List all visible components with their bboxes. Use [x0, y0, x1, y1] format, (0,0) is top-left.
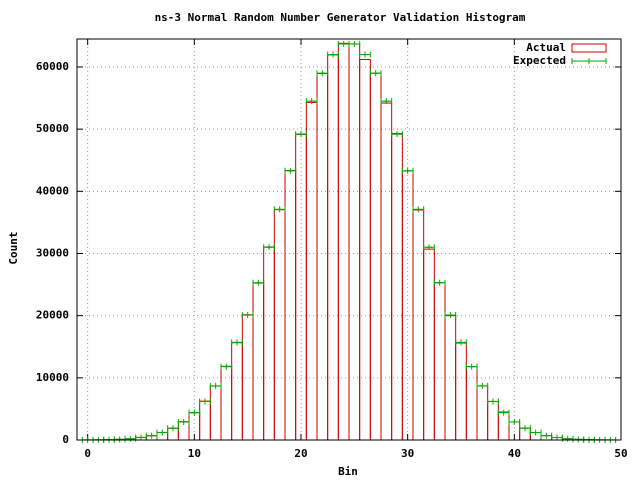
bar — [209, 385, 222, 441]
expected-point — [572, 436, 585, 443]
legend-label: Expected — [513, 54, 566, 67]
expected-point — [156, 429, 169, 436]
x-tick-label: 50 — [614, 447, 627, 460]
bar — [220, 365, 233, 441]
expected-point — [295, 131, 307, 138]
expected-point — [284, 167, 297, 174]
bar — [241, 314, 254, 441]
expected-point — [519, 425, 531, 432]
expected-point — [337, 40, 350, 47]
expected-point — [263, 244, 275, 251]
expected-point — [391, 131, 403, 138]
y-tick-label: 60000 — [36, 60, 69, 73]
bar — [199, 400, 211, 441]
y-tick-label: 0 — [62, 433, 69, 446]
bar — [359, 59, 371, 441]
bar — [369, 72, 382, 441]
x-axis-label: Bin — [338, 465, 358, 478]
expected-point — [455, 339, 467, 346]
expected-point — [401, 167, 414, 174]
bar — [380, 102, 393, 441]
bar — [455, 342, 467, 441]
expected-point — [497, 409, 510, 416]
expected-point — [231, 339, 243, 346]
expected-point — [529, 429, 542, 436]
expected-point — [177, 418, 190, 425]
bar — [487, 400, 499, 441]
expected-point — [348, 40, 361, 47]
expected-point — [359, 51, 371, 58]
x-tick-label: 30 — [401, 447, 414, 460]
expected-point — [199, 398, 211, 405]
bar — [231, 342, 243, 441]
y-tick-label: 20000 — [36, 309, 69, 322]
bar — [337, 42, 350, 441]
expected-point — [423, 244, 435, 251]
expected-point — [412, 206, 425, 213]
expected-point — [316, 70, 329, 77]
x-tick-label: 0 — [84, 447, 91, 460]
expected-point — [444, 312, 457, 319]
expected-point — [561, 435, 574, 442]
x-tick-label: 10 — [188, 447, 201, 460]
expected-point — [220, 363, 233, 370]
bar — [348, 43, 361, 441]
plot-frame — [76, 38, 622, 441]
expected-point — [188, 409, 201, 416]
expected-point — [305, 98, 318, 105]
y-axis-label: Count — [7, 231, 20, 264]
bar — [327, 54, 339, 441]
x-tick-label: 20 — [294, 447, 307, 460]
expected-point — [145, 432, 158, 439]
bar — [316, 73, 329, 441]
bar — [465, 366, 478, 441]
bar — [391, 132, 403, 441]
expected-point — [380, 98, 393, 105]
bar — [273, 209, 286, 441]
bar — [476, 385, 489, 441]
bar — [433, 282, 446, 441]
expected-point — [508, 418, 521, 425]
bar — [305, 101, 318, 441]
expected-point — [113, 436, 126, 443]
y-tick-label: 50000 — [36, 122, 69, 135]
expected-point — [252, 279, 265, 286]
expected-point — [369, 70, 382, 77]
bar — [444, 315, 457, 441]
bar — [412, 209, 425, 441]
chart-title: ns-3 Normal Random Number Generator Vali… — [155, 11, 526, 24]
y-tick-label: 30000 — [36, 246, 69, 259]
bar — [423, 248, 435, 441]
y-tick-label: 10000 — [36, 371, 69, 384]
y-tick-label: 40000 — [36, 184, 69, 197]
expected-point — [465, 363, 478, 370]
expected-point — [167, 425, 179, 432]
expected-point — [487, 398, 499, 405]
expected-point — [241, 312, 254, 319]
legend-swatch — [571, 43, 607, 53]
expected-point — [433, 279, 446, 286]
bar — [284, 169, 297, 441]
expected-point — [476, 382, 489, 389]
expected-point — [540, 432, 553, 439]
bar — [252, 282, 265, 441]
expected-point — [273, 206, 286, 213]
expected-point — [209, 382, 222, 389]
legend-label: Actual — [526, 41, 566, 54]
x-tick-label: 40 — [508, 447, 521, 460]
bar — [263, 246, 275, 441]
expected-point — [124, 435, 137, 442]
bar — [497, 411, 510, 441]
expected-point — [327, 51, 339, 58]
